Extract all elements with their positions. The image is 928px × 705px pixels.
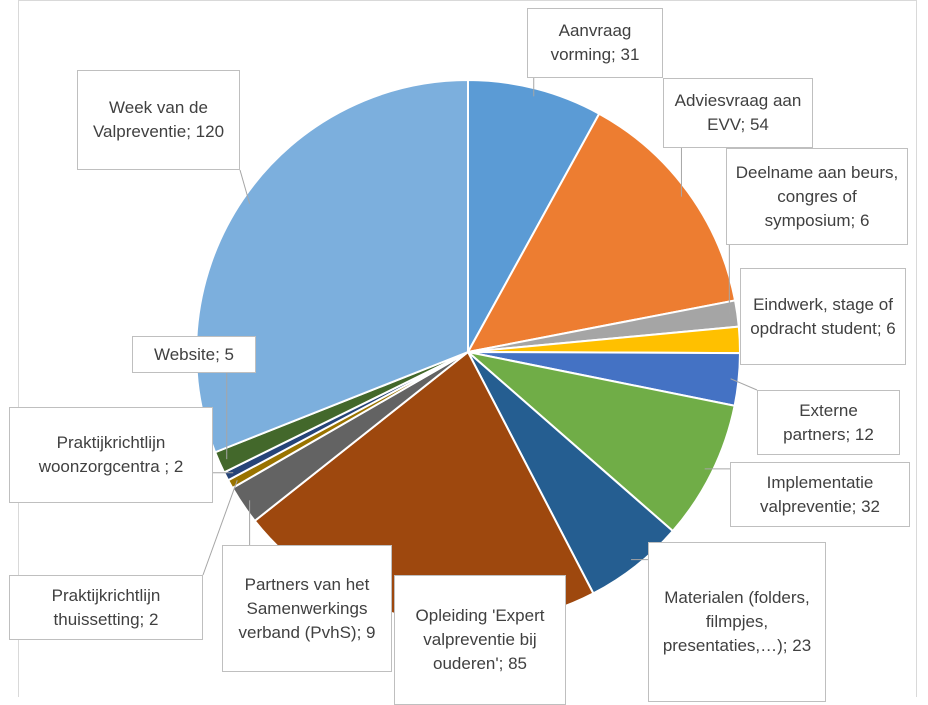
chart-frame bbox=[18, 0, 917, 697]
pie-slice bbox=[464, 350, 736, 533]
data-label: Praktijkrichtlijn thuissetting; 2 bbox=[9, 575, 203, 640]
pie-slice bbox=[195, 78, 469, 454]
data-label: Opleiding 'Expert valpreventie bij ouder… bbox=[394, 575, 566, 705]
data-label: Implementatie valpreventie; 32 bbox=[730, 462, 910, 527]
data-label: Week van de Valpreventie; 120 bbox=[77, 70, 240, 170]
data-label: Praktijkrichtlijn woonzorgcentra ; 2 bbox=[9, 407, 213, 503]
leader-line bbox=[730, 378, 758, 391]
leader-line bbox=[202, 480, 238, 576]
data-label: Partners van het Samenwerkings verband (… bbox=[222, 545, 392, 672]
data-label: Eindwerk, stage of opdracht student; 6 bbox=[740, 268, 906, 365]
pie-slice bbox=[466, 112, 737, 354]
data-label: Materialen (folders, filmpjes, presentat… bbox=[648, 542, 826, 702]
pie-slice bbox=[467, 78, 601, 353]
data-label: Externe partners; 12 bbox=[757, 390, 900, 455]
data-label: Aanvraag vorming; 31 bbox=[527, 8, 663, 78]
data-label: Deelname aan beurs, congres of symposium… bbox=[726, 148, 908, 245]
data-label: Website; 5 bbox=[132, 336, 256, 373]
leader-line bbox=[239, 169, 251, 204]
data-label: Adviesvraag aan EVV; 54 bbox=[663, 78, 813, 148]
